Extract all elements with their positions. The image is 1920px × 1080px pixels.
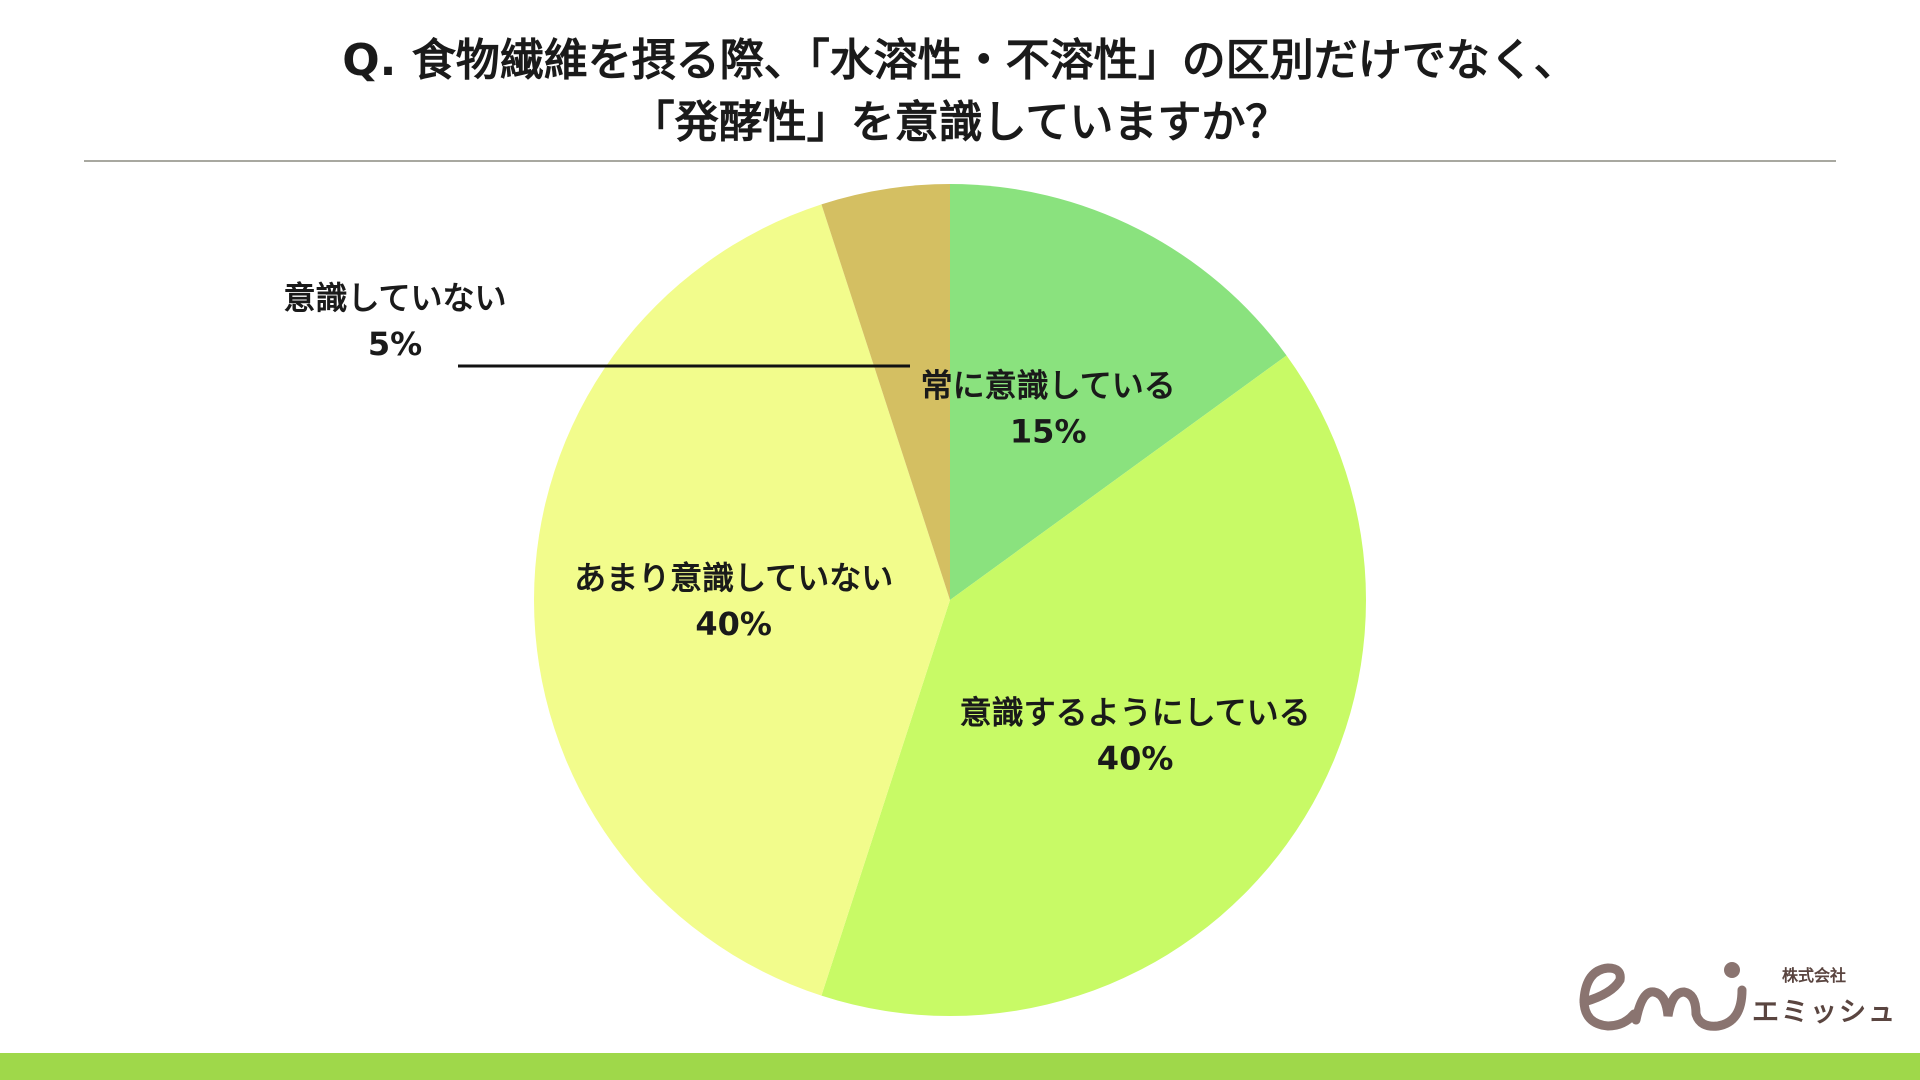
- chart-title-line-1: Q. 食物繊維を摂る際、「水溶性・不溶性」の区別だけでなく、: [342, 35, 1578, 86]
- slice-labels: 常に意識している 15% 意識するようにしている 40% あまり意識していない 40% 意識…: [283, 279, 1310, 777]
- slice-label-not: 意識していない: [283, 279, 506, 317]
- logo-em-mark-icon: [1579, 962, 1747, 1031]
- slice-value-trying: 40%: [1097, 739, 1174, 777]
- slice-value-rarely: 40%: [695, 605, 772, 643]
- chart-title-line-2: 「発酵性」を意識していますか？: [630, 97, 1290, 148]
- slice-label-rarely: あまり意識していない: [574, 559, 893, 597]
- logo-company-type: 株式会社: [1782, 966, 1847, 985]
- chart-title: Q. 食物繊維を摂る際、「水溶性・不溶性」の区別だけでなく、 「発酵性」を意識し…: [0, 30, 1920, 154]
- logo-company-name: エミッシュ: [1752, 997, 1897, 1028]
- title-divider: [84, 160, 1836, 162]
- slice-label-always: 常に意識している: [921, 366, 1176, 404]
- slice-value-always: 15%: [1010, 412, 1087, 450]
- pie-slice-always: [950, 184, 1287, 600]
- pie-slice-not: [821, 184, 950, 600]
- pie-slices: [533, 184, 1367, 1017]
- pie-chart: 常に意識している 15% 意識するようにしている 40% あまり意識していない 40% 意識…: [283, 184, 1367, 1017]
- pie-slice-rarely: [533, 204, 950, 996]
- pie-slice-trying: [821, 355, 1367, 1017]
- slice-label-trying: 意識するようにしている: [960, 693, 1311, 731]
- company-logo: 株式会社 エミッシュ: [1572, 950, 1895, 1040]
- bottom-accent-bar: [0, 1053, 1920, 1080]
- slice-value-not: 5%: [368, 325, 422, 363]
